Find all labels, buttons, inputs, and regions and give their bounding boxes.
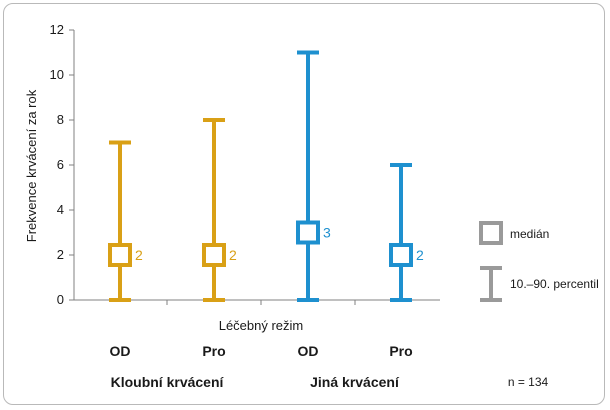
y-axis-label: Frekvence krvácení za rok	[24, 89, 39, 242]
category-label: OD	[298, 343, 319, 359]
box-item: 2 OD	[108, 140, 143, 359]
legend-percentile-label: 10.–90. percentil	[510, 277, 599, 291]
box-item: 2 Pro	[389, 163, 424, 359]
y-tick-label: 10	[50, 67, 64, 82]
y-tick-label: 6	[57, 157, 64, 172]
legend-percentile-swatch	[480, 266, 502, 302]
legend-median-label: medián	[510, 227, 549, 241]
y-tick-label: 4	[57, 202, 64, 217]
group-label: Jiná krvácení	[310, 374, 400, 390]
category-label: OD	[110, 343, 131, 359]
median-marker	[202, 243, 226, 267]
category-label: Pro	[389, 343, 412, 359]
chart-marks: 2 OD 2 Pro 3 OD 2 Pro Kloubní krvácení Jiná krvác…	[108, 50, 424, 390]
box-item: 3 OD	[296, 50, 331, 359]
median-marker	[108, 243, 132, 267]
group-label: Kloubní krvácení	[111, 374, 225, 390]
legend: medián 10.–90. percentil	[479, 221, 599, 302]
median-marker	[389, 243, 413, 267]
axes: 0 2 4 6 8 10 12	[50, 22, 440, 307]
legend-median-swatch	[479, 221, 503, 245]
median-value-label: 2	[229, 247, 237, 263]
annotation-n: n = 134	[508, 375, 549, 389]
median-value-label: 2	[135, 247, 143, 263]
box-item: 2 Pro	[202, 118, 237, 359]
median-value-label: 2	[416, 247, 424, 263]
x-axis-label: Léčebný režim	[219, 318, 304, 333]
chart-frame	[3, 3, 605, 405]
median-marker	[296, 220, 320, 245]
category-label: Pro	[202, 343, 225, 359]
y-tick-label: 0	[57, 292, 64, 307]
y-tick-label: 8	[57, 112, 64, 127]
median-value-label: 3	[323, 225, 331, 241]
y-tick-label: 12	[50, 22, 64, 37]
y-tick-label: 2	[57, 247, 64, 262]
